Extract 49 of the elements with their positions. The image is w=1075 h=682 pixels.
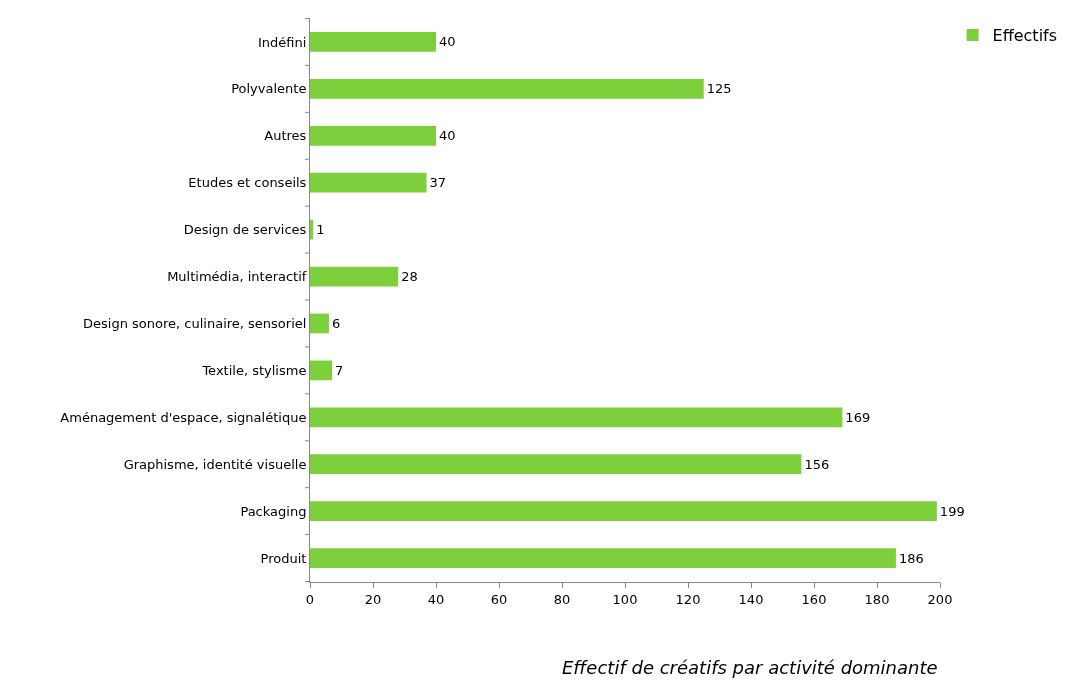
x-tick-label: 0	[305, 591, 315, 607]
x-tick-label: 200	[927, 591, 953, 607]
bar	[310, 266, 399, 287]
bar	[310, 32, 436, 52]
y-tick-label: Polyvalente	[231, 81, 307, 97]
x-tick-label: 100	[612, 591, 638, 607]
data-label: 199	[939, 503, 965, 519]
y-tick-label: Autres	[264, 128, 307, 144]
y-tick-label: Produit	[260, 550, 307, 566]
data-label: 6	[331, 315, 341, 331]
x-tick-label: 60	[490, 591, 508, 607]
data-label: 186	[898, 550, 924, 566]
bar	[310, 125, 436, 146]
y-tick-label: Textile, stylisme	[201, 362, 307, 378]
bar	[310, 79, 704, 99]
y-tick-label: Design de services	[183, 222, 307, 238]
bar	[310, 548, 896, 568]
x-tick-label: 80	[553, 591, 571, 607]
bar	[310, 172, 427, 193]
bar	[310, 313, 329, 334]
y-tick-label: Graphisme, identité visuelle	[123, 456, 307, 472]
bar	[310, 407, 843, 428]
data-label: 125	[706, 81, 732, 97]
x-tick-label: 140	[738, 591, 764, 607]
bar	[310, 360, 333, 381]
y-tick-label: Design sonore, culinaire, sensoriel	[83, 316, 307, 332]
y-tick-label: Packaging	[240, 503, 307, 519]
x-tick-label: 40	[427, 591, 445, 607]
bar	[310, 454, 802, 475]
x-tick-label: 180	[864, 591, 890, 607]
data-label: 37	[429, 175, 447, 191]
legend-label: Effectifs	[992, 26, 1058, 46]
x-tick-label: 160	[801, 591, 827, 607]
y-tick-label: Aménagement d'espace, signalétique	[60, 409, 307, 425]
data-label: 156	[804, 456, 830, 472]
bar	[310, 501, 937, 521]
data-label: 1	[316, 222, 325, 238]
data-label: 40	[439, 128, 456, 144]
data-label: 7	[335, 362, 344, 378]
x-tick-label: 20	[364, 591, 382, 607]
text: Effectif de créatifs par activité dominante	[562, 657, 938, 678]
data-label: 169	[845, 409, 871, 425]
y-tick-label: Multimédia, interactif	[167, 269, 307, 285]
x-tick-label: 120	[675, 591, 701, 607]
y-tick-label: Indéfini	[258, 34, 307, 50]
data-label: 28	[401, 269, 418, 285]
bar	[310, 219, 314, 240]
y-tick-label: Etudes et conseils	[188, 175, 307, 191]
data-label: 40	[439, 34, 456, 50]
